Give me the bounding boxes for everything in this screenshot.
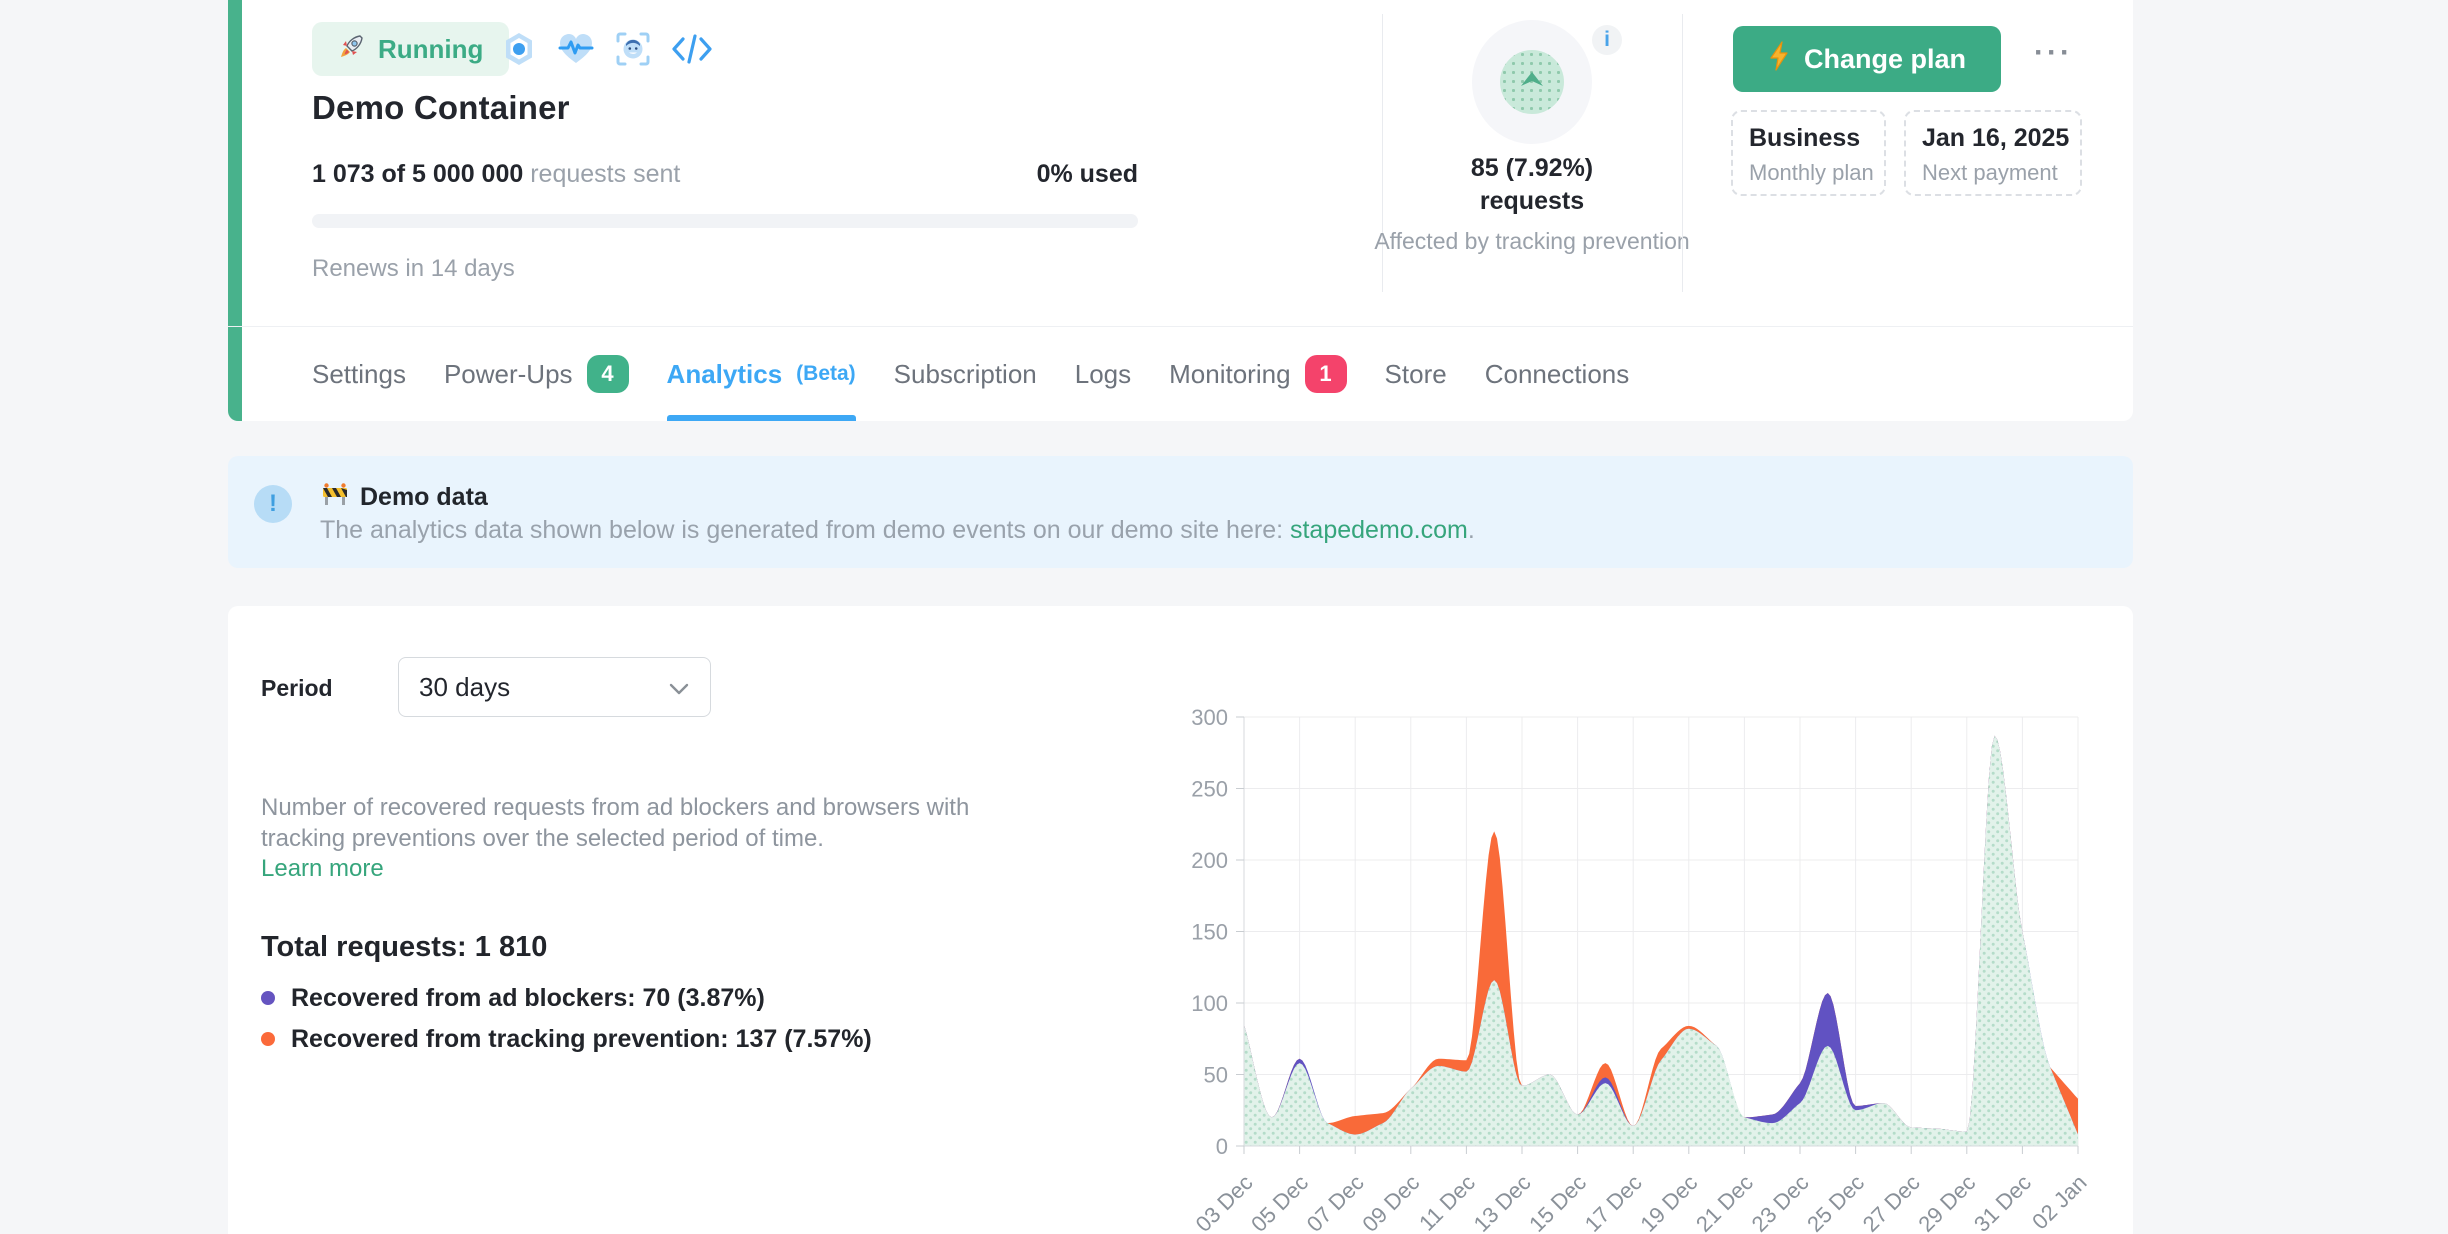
banner-body-text: The analytics data shown below is genera… <box>320 516 1290 544</box>
svg-text:250: 250 <box>1191 777 1228 802</box>
svg-text:29 Dec: 29 Dec <box>1913 1170 1980 1234</box>
tabs-divider <box>228 326 2133 327</box>
gauge-value-line2: requests <box>1479 187 1585 215</box>
legend-dot-orange <box>261 1032 275 1046</box>
tab-connections[interactable]: Connections <box>1484 358 1630 389</box>
tab-analytics[interactable]: Analytics (Beta) <box>666 327 856 421</box>
period-select-value: 30 days <box>419 671 511 702</box>
analytics-card: Period 30 days Number of recovered reque… <box>228 606 2133 1234</box>
tab-store[interactable]: Store <box>1384 358 1447 389</box>
payment-sub: Next payment <box>1922 160 2058 185</box>
svg-text:09 Dec: 09 Dec <box>1357 1170 1424 1234</box>
tab-settings[interactable]: Settings <box>312 358 406 389</box>
svg-text:31 Dec: 31 Dec <box>1969 1170 2036 1234</box>
tab-bar: Settings Power-Ups 4 Analytics (Beta) Subs… <box>312 327 1629 421</box>
svg-text:300: 300 <box>1191 705 1228 730</box>
usage-row: 1 073 of 5 000 000 requests sent 0% used <box>312 160 1138 189</box>
plan-sub: Monthly plan <box>1749 160 1874 185</box>
tab-monitoring[interactable]: Monitoring 1 <box>1169 327 1347 421</box>
tab-subscription[interactable]: Subscription <box>893 358 1037 389</box>
svg-text:15 Dec: 15 Dec <box>1524 1170 1591 1234</box>
banner-body-period: . <box>1467 516 1475 544</box>
usage-percent: 0% used <box>1036 160 1138 188</box>
status-accent-bar <box>228 0 242 421</box>
banner-body: The analytics data shown below is genera… <box>320 516 1475 545</box>
legend-item-tracking-prevention: Recovered from tracking prevention: 137 … <box>261 1022 872 1056</box>
svg-text:11 Dec: 11 Dec <box>1414 1170 1480 1234</box>
svg-text:05 Dec: 05 Dec <box>1246 1170 1313 1234</box>
legend-dot-purple <box>261 991 275 1005</box>
change-plan-button[interactable]: Change plan <box>1733 26 2001 92</box>
svg-text:25 Dec: 25 Dec <box>1802 1170 1869 1234</box>
svg-text:17 Dec: 17 Dec <box>1580 1170 1647 1234</box>
svg-text:27 Dec: 27 Dec <box>1858 1170 1925 1234</box>
svg-text:0: 0 <box>1216 1134 1228 1159</box>
face-scan-icon[interactable] <box>614 30 652 68</box>
svg-text:13 Dec: 13 Dec <box>1469 1170 1536 1234</box>
learn-more-link[interactable]: Learn more <box>261 855 384 882</box>
gauge-caption: Affected by tracking prevention <box>1374 228 1690 254</box>
demo-data-banner: ! Demo data The analytics data shown bel… <box>228 456 2133 568</box>
payment-date: Jan 16, 2025 <box>1922 124 2070 152</box>
svg-text:07 Dec: 07 Dec <box>1302 1170 1369 1234</box>
svg-text:200: 200 <box>1191 848 1228 873</box>
period-select[interactable]: 30 days <box>398 657 711 717</box>
container-header-card: Running <box>228 0 2133 421</box>
legend-label: Recovered from tracking prevention: 137 … <box>291 1024 872 1053</box>
usage-progress-bar <box>312 214 1138 228</box>
svg-text:21 Dec: 21 Dec <box>1691 1170 1758 1234</box>
chart-description: Number of recovered requests from ad blo… <box>261 794 970 852</box>
more-options-button[interactable]: ··· <box>2034 36 2073 69</box>
gauge-value-line1: 85 (7.92%) <box>1470 154 1594 182</box>
banner-title-text: Demo data <box>360 483 488 511</box>
banner-title: Demo data <box>320 481 488 514</box>
renews-label: Renews in 14 days <box>312 255 515 282</box>
legend-label: Recovered from ad blockers: 70 (3.87%) <box>291 983 765 1012</box>
demo-site-link[interactable]: stapedemo.com <box>1289 516 1468 544</box>
divider-vertical-2 <box>1682 14 1683 292</box>
chevron-down-icon <box>668 672 690 703</box>
power-ups-badge: 4 <box>586 355 629 393</box>
svg-text:03 Dec: 03 Dec <box>1191 1170 1258 1234</box>
svg-text:02 Jan: 02 Jan <box>2027 1170 2091 1234</box>
rocket-icon <box>338 32 366 67</box>
beta-label: (Beta) <box>796 362 856 385</box>
gauge-value: 85 (7.92%) requests <box>1382 152 1682 218</box>
header-feature-icons <box>500 30 714 68</box>
monitoring-badge: 1 <box>1304 355 1347 393</box>
status-badge: Running <box>312 22 510 76</box>
tab-logs[interactable]: Logs <box>1074 358 1132 389</box>
total-requests: Total requests: 1 810 <box>261 931 548 963</box>
svg-text:100: 100 <box>1191 991 1228 1016</box>
change-plan-label: Change plan <box>1803 43 1966 74</box>
usage-counts: 1 073 of 5 000 000 requests sent <box>312 160 681 188</box>
info-icon[interactable]: i <box>1592 25 1622 55</box>
divider-vertical-1 <box>1382 14 1383 292</box>
construction-icon <box>320 481 350 514</box>
tracking-gauge <box>1472 20 1592 144</box>
arrow-up-icon <box>1517 69 1547 96</box>
chart-legend: Recovered from ad blockers: 70 (3.87%) R… <box>261 981 872 1056</box>
plan-name: Business <box>1749 124 1861 152</box>
code-icon[interactable] <box>670 31 714 67</box>
hexagon-node-icon[interactable] <box>500 30 538 68</box>
svg-text:150: 150 <box>1191 920 1228 945</box>
svg-text:50: 50 <box>1204 1063 1228 1088</box>
tab-power-ups[interactable]: Power-Ups 4 <box>444 327 629 421</box>
svg-text:23 Dec: 23 Dec <box>1747 1170 1814 1234</box>
health-pulse-icon[interactable] <box>556 30 596 68</box>
period-label: Period <box>261 675 333 701</box>
status-label: Running <box>378 33 484 64</box>
exclamation-icon: ! <box>254 485 292 523</box>
usage-suffix: requests sent <box>530 160 681 188</box>
plan-card: Business Monthly plan <box>1731 110 1886 196</box>
lightning-icon <box>1768 40 1790 78</box>
payment-card: Jan 16, 2025 Next payment <box>1904 110 2082 196</box>
container-title: Demo Container <box>312 89 570 126</box>
legend-item-ad-blockers: Recovered from ad blockers: 70 (3.87%) <box>261 981 872 1015</box>
gauge-inner-disc <box>1500 50 1564 114</box>
svg-text:19 Dec: 19 Dec <box>1635 1170 1702 1234</box>
